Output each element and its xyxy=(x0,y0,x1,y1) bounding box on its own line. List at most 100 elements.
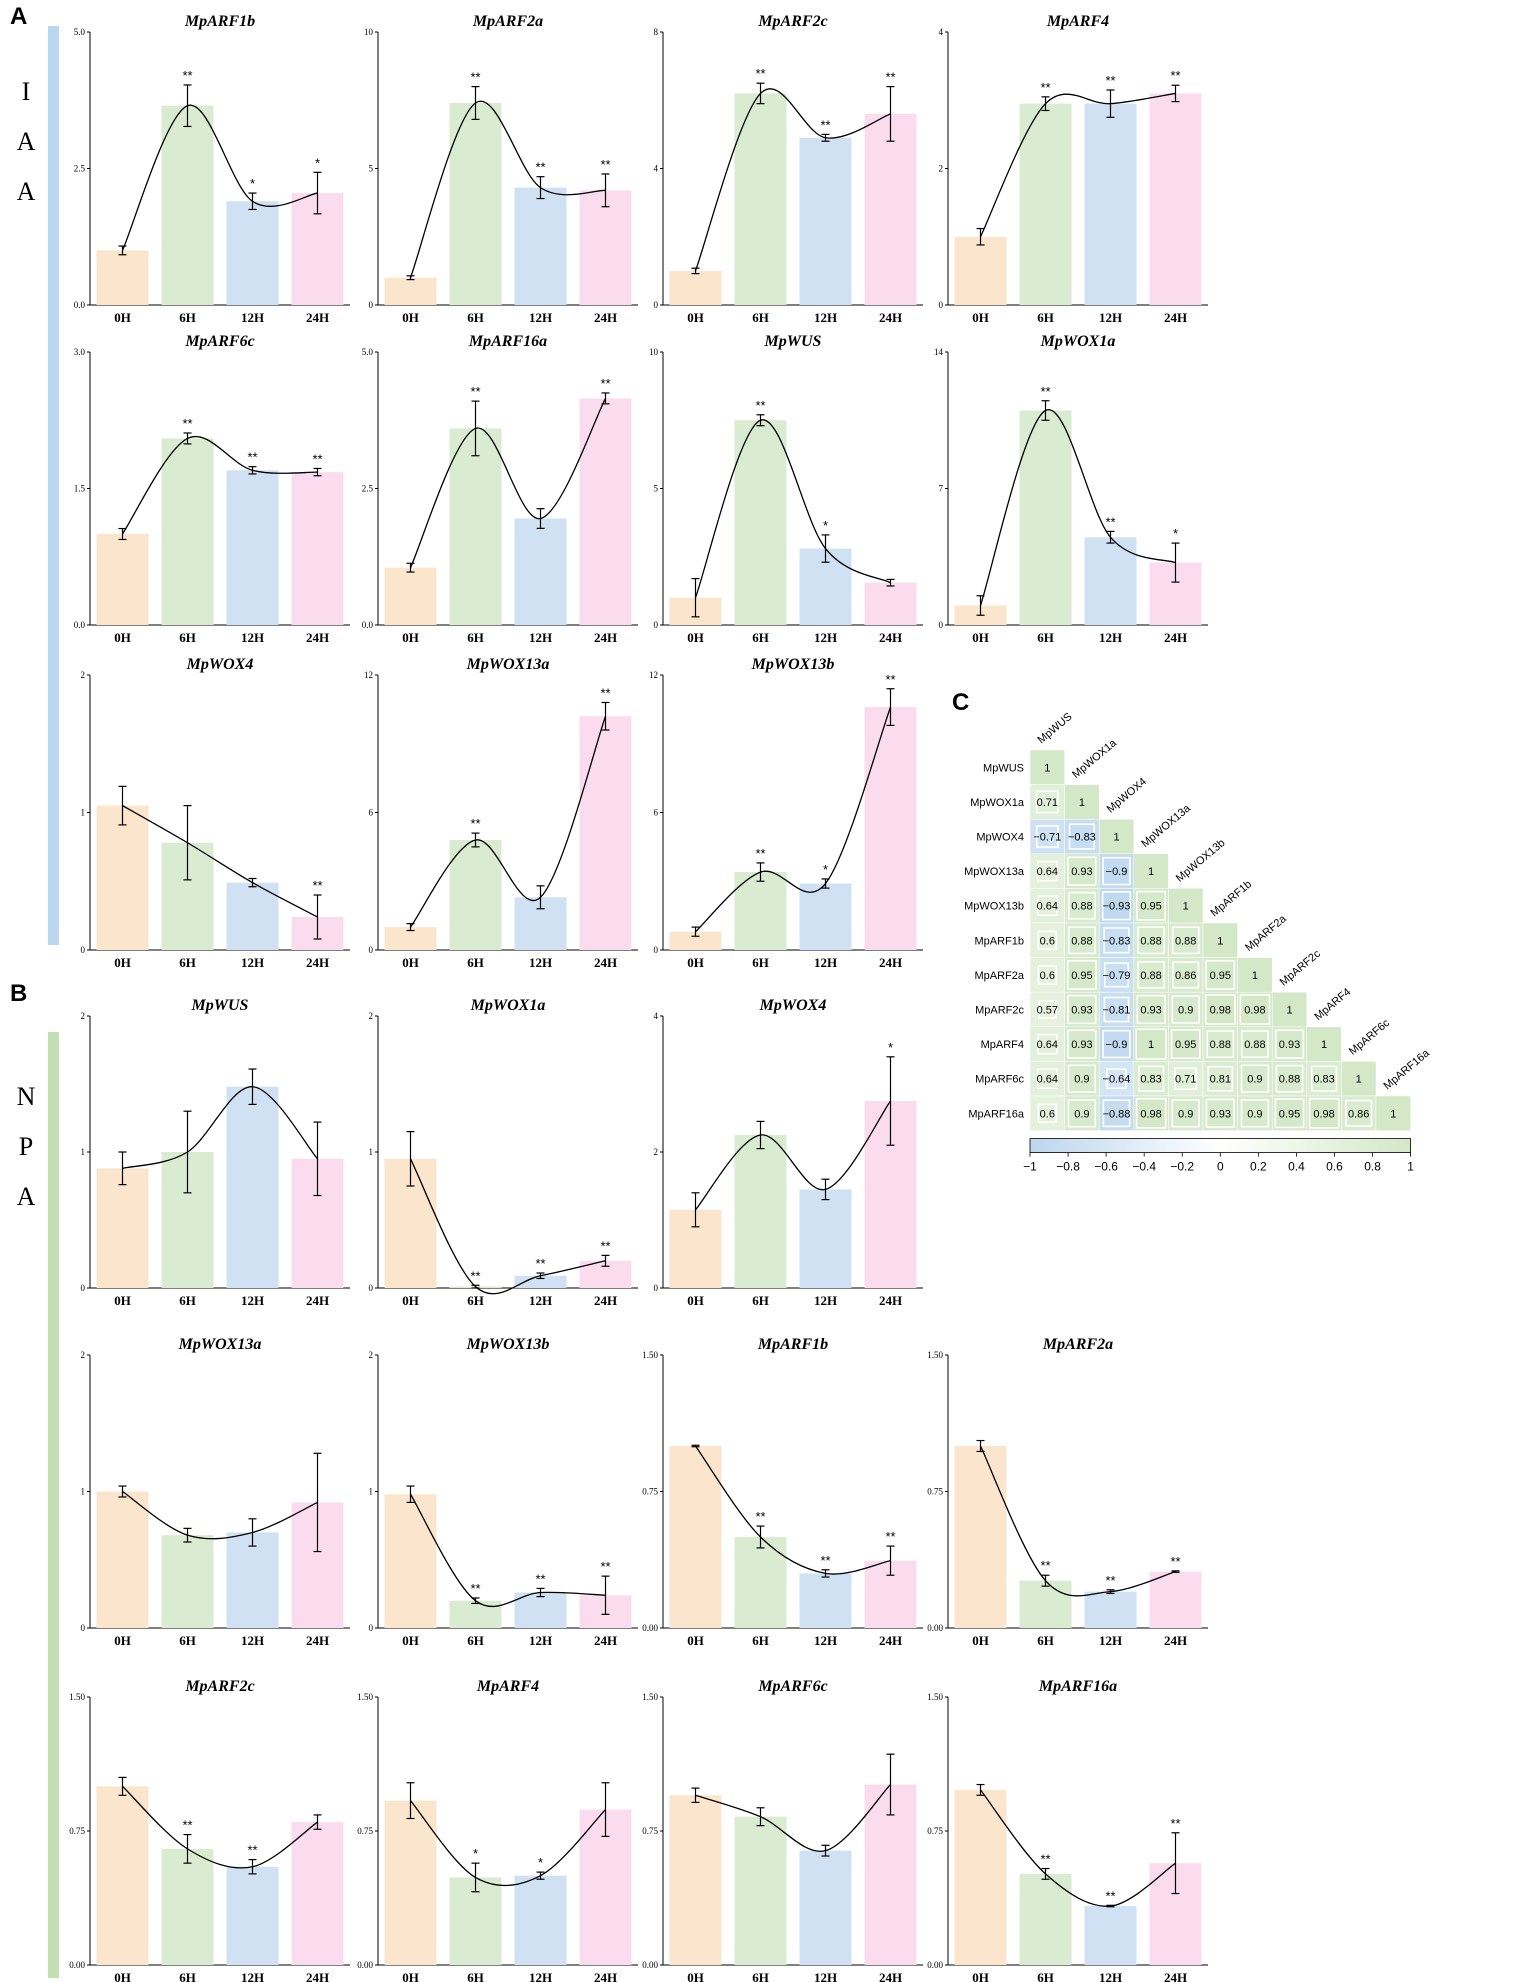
colorbar-tick-label: −0.6 xyxy=(1094,1160,1118,1174)
bar-0h xyxy=(384,927,437,950)
significance-label: * xyxy=(823,862,828,877)
bar-6h xyxy=(449,840,502,950)
bar-12h xyxy=(1084,537,1137,625)
x-tick-label: 12H xyxy=(241,1633,264,1648)
significance-label: * xyxy=(888,1040,893,1055)
bar-12h xyxy=(226,1866,279,1965)
x-tick-label: 0H xyxy=(402,955,419,970)
y-tick-label: 5.0 xyxy=(362,347,374,357)
heatmap-cell-value: 0.9 xyxy=(1178,1108,1193,1120)
heatmap-cell xyxy=(1341,1095,1377,1131)
chart-a-mpwox13a: 0 6 12 MpWOX13a 0H 6H 12H 24H ** ** xyxy=(364,656,638,970)
heatmap-cell-value: 0.98 xyxy=(1140,1108,1161,1120)
significance-label: ** xyxy=(885,70,895,85)
chart-a-mparf2a: 0 5 10 MpARF2a 0H 6H 12H 24H ** ** ** xyxy=(364,13,638,325)
x-tick-label: 24H xyxy=(594,955,617,970)
y-tick-label: 0.75 xyxy=(927,1826,943,1836)
heatmap-cell-value: 0.64 xyxy=(1037,866,1058,878)
y-tick-label: 0 xyxy=(654,620,659,630)
chart-a-mpwox4: 0 1 2 MpWOX4 0H 6H 12H 24H ** xyxy=(81,656,350,970)
y-tick-label: 0.00 xyxy=(69,1960,85,1970)
y-tick-label: 6 xyxy=(654,808,659,818)
x-tick-label: 24H xyxy=(306,1293,329,1308)
heatmap-cell-value: −0.9 xyxy=(1106,866,1128,878)
x-tick-label: 12H xyxy=(814,1633,837,1648)
y-tick-label: 1 xyxy=(369,1147,374,1157)
heatmap-cell-square xyxy=(1036,860,1058,882)
heatmap-cell-square xyxy=(1310,1065,1338,1092)
npa-letter-1: N xyxy=(17,1082,36,1111)
bar-0h xyxy=(669,1446,722,1628)
chart-a-mparf2c: 0 4 8 MpARF2c 0H 6H 12H 24H ** ** ** xyxy=(654,13,923,325)
heatmap-cell-value: 0.9 xyxy=(1247,1074,1262,1086)
significance-label: ** xyxy=(820,1553,830,1568)
x-tick-label: 6H xyxy=(179,1293,196,1308)
heatmap-cell-value: 0.6 xyxy=(1040,1108,1055,1120)
significance-label: ** xyxy=(600,686,610,701)
bar-6h xyxy=(1019,1873,1072,1965)
significance-label: * xyxy=(538,1855,543,1870)
heatmap-row-label: MpARF1b xyxy=(974,935,1024,947)
x-tick-label: 12H xyxy=(1099,630,1122,645)
bar-12h xyxy=(514,1275,567,1288)
x-tick-label: 12H xyxy=(529,955,552,970)
trend-line xyxy=(121,435,318,535)
heatmap-cell-value: 0.98 xyxy=(1210,1005,1231,1017)
y-tick-label: 10 xyxy=(364,27,374,37)
chart-title: MpARF2c xyxy=(757,13,827,30)
colorbar-tick-label: 1 xyxy=(1407,1160,1414,1174)
bar-0h xyxy=(96,1786,149,1965)
heatmap-col-label: MpWOX4 xyxy=(1105,776,1149,816)
x-tick-label: 24H xyxy=(594,310,617,325)
bar-12h xyxy=(514,1875,567,1965)
y-tick-label: 1.50 xyxy=(642,1350,658,1360)
heatmap-cell-square xyxy=(1036,895,1058,917)
x-tick-label: 6H xyxy=(1037,310,1054,325)
trend-line xyxy=(409,1493,606,1608)
heatmap-cell-value: 1 xyxy=(1148,866,1154,878)
heatmap-cell-square xyxy=(1035,825,1059,848)
heatmap-cell-square xyxy=(1207,1065,1234,1092)
trend-line xyxy=(122,1490,318,1540)
x-tick-label: 0H xyxy=(114,1970,131,1982)
trend-line xyxy=(121,104,318,251)
x-tick-label: 0H xyxy=(114,1293,131,1308)
heatmap-cell-value: 1 xyxy=(1183,901,1189,913)
chart-title: MpWOX4 xyxy=(186,656,254,673)
heatmap-cell-value: 0.93 xyxy=(1071,1005,1092,1017)
heatmap-col-label: MpARF4 xyxy=(1312,986,1353,1023)
heatmap-cell-value: 0.95 xyxy=(1071,970,1092,982)
heatmap-cell-value: −0.71 xyxy=(1033,832,1061,844)
x-tick-label: 0H xyxy=(972,1970,989,1982)
trend-line xyxy=(979,1445,1176,1597)
significance-label: ** xyxy=(600,157,610,172)
y-tick-label: 6 xyxy=(369,808,374,818)
x-tick-label: 6H xyxy=(752,1633,769,1648)
heatmap-cell xyxy=(1098,818,1135,855)
x-tick-label: 12H xyxy=(529,1633,552,1648)
significance-label: ** xyxy=(600,376,610,391)
trend-line xyxy=(122,1086,318,1169)
heatmap-cell-value: 0.9 xyxy=(1074,1074,1089,1086)
x-tick-label: 6H xyxy=(179,310,196,325)
significance-label: ** xyxy=(247,1843,257,1858)
heatmap-cell-value: 1 xyxy=(1217,935,1223,947)
significance-label: ** xyxy=(535,160,545,175)
heatmap-cell-value: 0.88 xyxy=(1071,901,1092,913)
y-tick-label: 3.0 xyxy=(74,347,86,357)
x-tick-label: 24H xyxy=(1164,630,1187,645)
trend-line xyxy=(122,805,318,918)
x-tick-label: 12H xyxy=(529,310,552,325)
heatmap-cell xyxy=(1029,1026,1065,1062)
heatmap-cell-value: 0.6 xyxy=(1040,935,1055,947)
heatmap-cell-value: 0.64 xyxy=(1037,1039,1058,1051)
heatmap-row-label: MpWUS xyxy=(983,762,1024,774)
x-tick-label: 6H xyxy=(467,630,484,645)
y-tick-label: 2.5 xyxy=(74,164,86,174)
heatmap-cell-value: 0.86 xyxy=(1175,970,1196,982)
y-tick-label: 2 xyxy=(81,1011,86,1021)
colorbar-tick-label: 0.6 xyxy=(1326,1160,1343,1174)
bar-12h xyxy=(1084,103,1137,305)
heatmap-cell-square xyxy=(1067,1064,1097,1093)
